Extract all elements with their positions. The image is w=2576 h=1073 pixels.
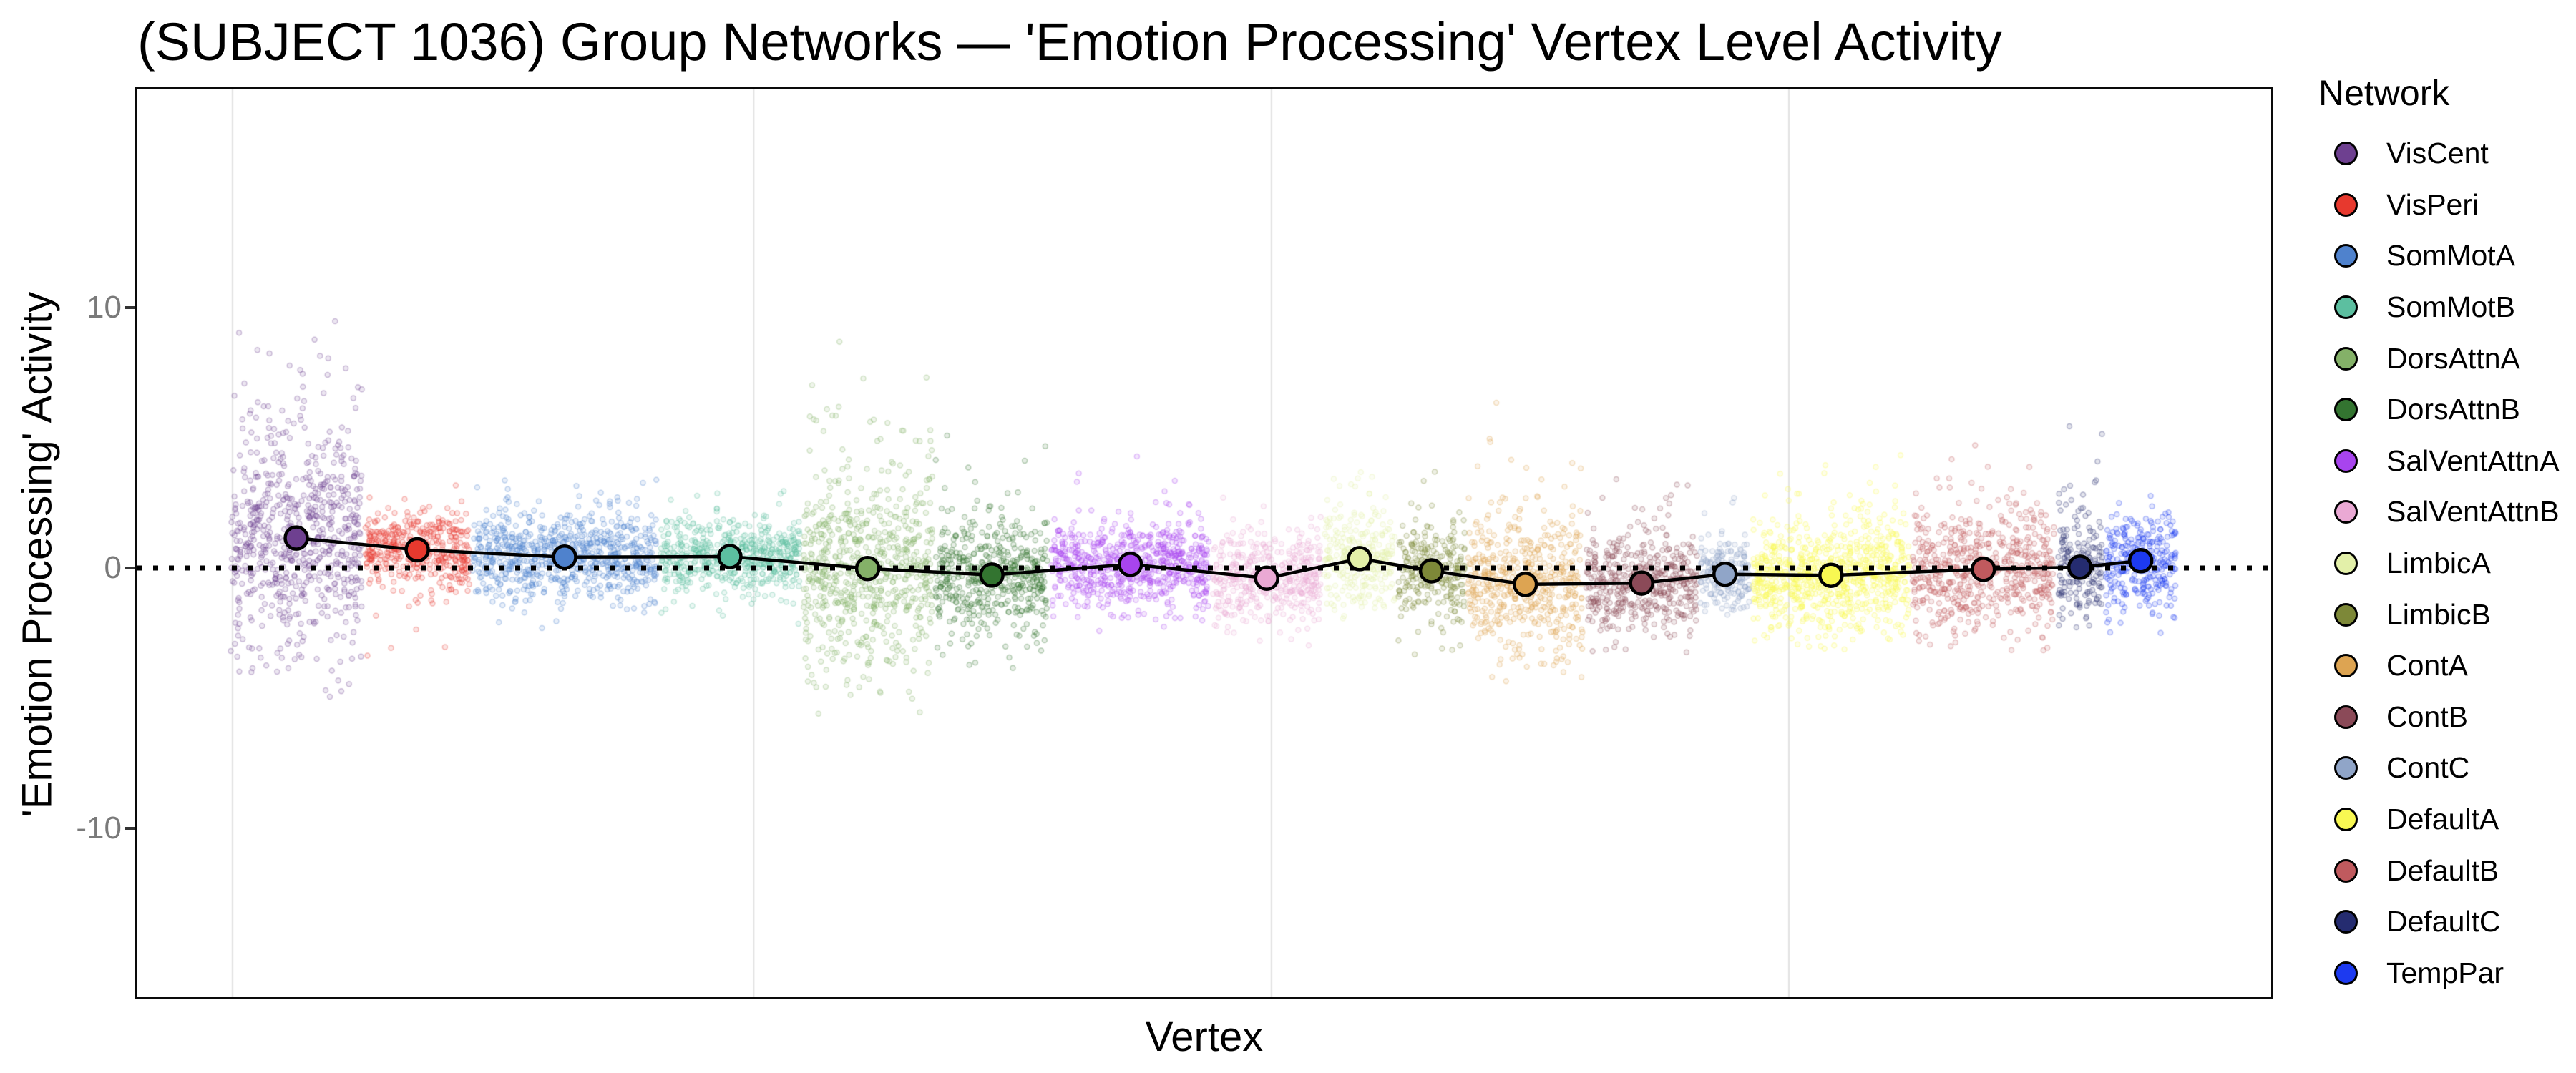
mean-marker-DorsAttnA xyxy=(854,555,881,582)
legend-swatch-icon xyxy=(2334,142,2358,166)
legend-item-label: VisPeri xyxy=(2386,187,2479,221)
legend-item-SomMotA: SomMotA xyxy=(2318,230,2573,282)
x-axis-title: Vertex xyxy=(1145,1014,1264,1060)
y-tick-mark xyxy=(125,827,137,830)
legend-item-label: ContA xyxy=(2386,649,2468,682)
legend-item-SalVentAttnA: SalVentAttnA xyxy=(2318,436,2573,487)
legend-item-label: TempPar xyxy=(2386,956,2504,989)
legend-item-TempPar: TempPar xyxy=(2318,948,2573,999)
legend-item-LimbicA: LimbicA xyxy=(2318,538,2573,589)
legend-item-label: SomMotA xyxy=(2386,239,2515,273)
mean-marker-DefaultB xyxy=(1970,557,1996,582)
legend-item-DorsAttnA: DorsAttnA xyxy=(2318,333,2573,384)
mean-marker-SomMotA xyxy=(552,544,577,570)
mean-marker-ContA xyxy=(1512,572,1538,597)
legend-item-VisPeri: VisPeri xyxy=(2318,180,2573,231)
legend-item-DefaultC: DefaultC xyxy=(2318,896,2573,948)
mean-marker-ContC xyxy=(1712,561,1738,587)
legend-item-ContC: ContC xyxy=(2318,743,2573,794)
mean-marker-SalVentAttnB xyxy=(1254,565,1279,591)
legend-item-label: LimbicA xyxy=(2386,547,2491,580)
legend-item-label: VisCent xyxy=(2386,137,2489,170)
legend-swatch-icon xyxy=(2334,910,2358,934)
mean-marker-LimbicB xyxy=(1418,558,1445,584)
legend-swatch-icon xyxy=(2334,295,2358,320)
mean-marker-LimbicA xyxy=(1347,546,1372,572)
legend-swatch-icon xyxy=(2334,705,2358,729)
legend-swatch-icon xyxy=(2334,500,2358,524)
mean-marker-DefaultC xyxy=(2067,554,2093,580)
mean-marker-VisCent xyxy=(283,525,309,551)
legend-item-label: SomMotB xyxy=(2386,290,2515,324)
legend-swatch-icon xyxy=(2334,756,2358,780)
legend-item-label: SalVentAttnB xyxy=(2386,495,2560,529)
legend: Network VisCent VisPeri SomMotA SomMotB Dors… xyxy=(2318,74,2573,999)
panel-overlay-layer xyxy=(137,525,2271,597)
legend-item-LimbicB: LimbicB xyxy=(2318,589,2573,640)
y-tick-label-neg10: -10 xyxy=(76,810,122,846)
vertex-points-canvas xyxy=(137,89,2271,997)
legend-item-SomMotB: SomMotB xyxy=(2318,282,2573,333)
plot-panel xyxy=(135,87,2273,999)
legend-item-label: ContB xyxy=(2386,700,2468,733)
legend-item-label: SalVentAttnA xyxy=(2386,444,2560,477)
mean-marker-SalVentAttnA xyxy=(1117,552,1143,577)
legend-title: Network xyxy=(2318,73,2450,113)
legend-item-label: LimbicB xyxy=(2386,597,2491,631)
legend-item-ContB: ContB xyxy=(2318,692,2573,743)
legend-swatch-icon xyxy=(2334,244,2358,268)
legend-swatch-icon xyxy=(2334,654,2358,678)
legend-item-label: ContC xyxy=(2386,751,2470,785)
legend-item-DefaultB: DefaultB xyxy=(2318,845,2573,896)
legend-item-SalVentAttnB: SalVentAttnB xyxy=(2318,486,2573,538)
legend-swatch-icon xyxy=(2334,449,2358,473)
mean-marker-DorsAttnB xyxy=(979,562,1005,588)
legend-swatch-icon xyxy=(2334,858,2358,883)
y-tick-mark xyxy=(125,567,137,569)
mean-marker-ContB xyxy=(1629,570,1654,596)
y-tick-label-0: 0 xyxy=(104,550,122,585)
y-tick-mark xyxy=(125,306,137,309)
legend-item-label: DorsAttnA xyxy=(2386,341,2520,375)
legend-item-label: DefaultC xyxy=(2386,905,2501,939)
legend-item-DorsAttnB: DorsAttnB xyxy=(2318,384,2573,436)
legend-swatch-icon xyxy=(2334,346,2358,371)
y-tick-label-10: 10 xyxy=(87,290,122,325)
mean-marker-SomMotB xyxy=(717,544,743,569)
legend-items: VisCent VisPeri SomMotA SomMotB DorsAttnA Dor… xyxy=(2318,128,2573,999)
legend-item-ContA: ContA xyxy=(2318,640,2573,692)
legend-item-label: DorsAttnB xyxy=(2386,393,2520,426)
legend-swatch-icon xyxy=(2334,398,2358,422)
legend-item-VisCent: VisCent xyxy=(2318,128,2573,180)
mean-marker-VisPeri xyxy=(404,536,430,563)
legend-item-label: DefaultB xyxy=(2386,853,2499,887)
legend-swatch-icon xyxy=(2334,961,2358,985)
legend-swatch-icon xyxy=(2334,192,2358,217)
legend-item-DefaultA: DefaultA xyxy=(2318,794,2573,846)
legend-swatch-icon xyxy=(2334,552,2358,576)
mean-marker-TempPar xyxy=(2127,548,2154,574)
chart-title: (SUBJECT 1036) Group Networks — 'Emotion… xyxy=(137,12,2002,72)
mean-marker-DefaultA xyxy=(1818,562,1844,588)
legend-swatch-icon xyxy=(2334,808,2358,832)
legend-swatch-icon xyxy=(2334,602,2358,627)
legend-item-label: DefaultA xyxy=(2386,803,2499,836)
